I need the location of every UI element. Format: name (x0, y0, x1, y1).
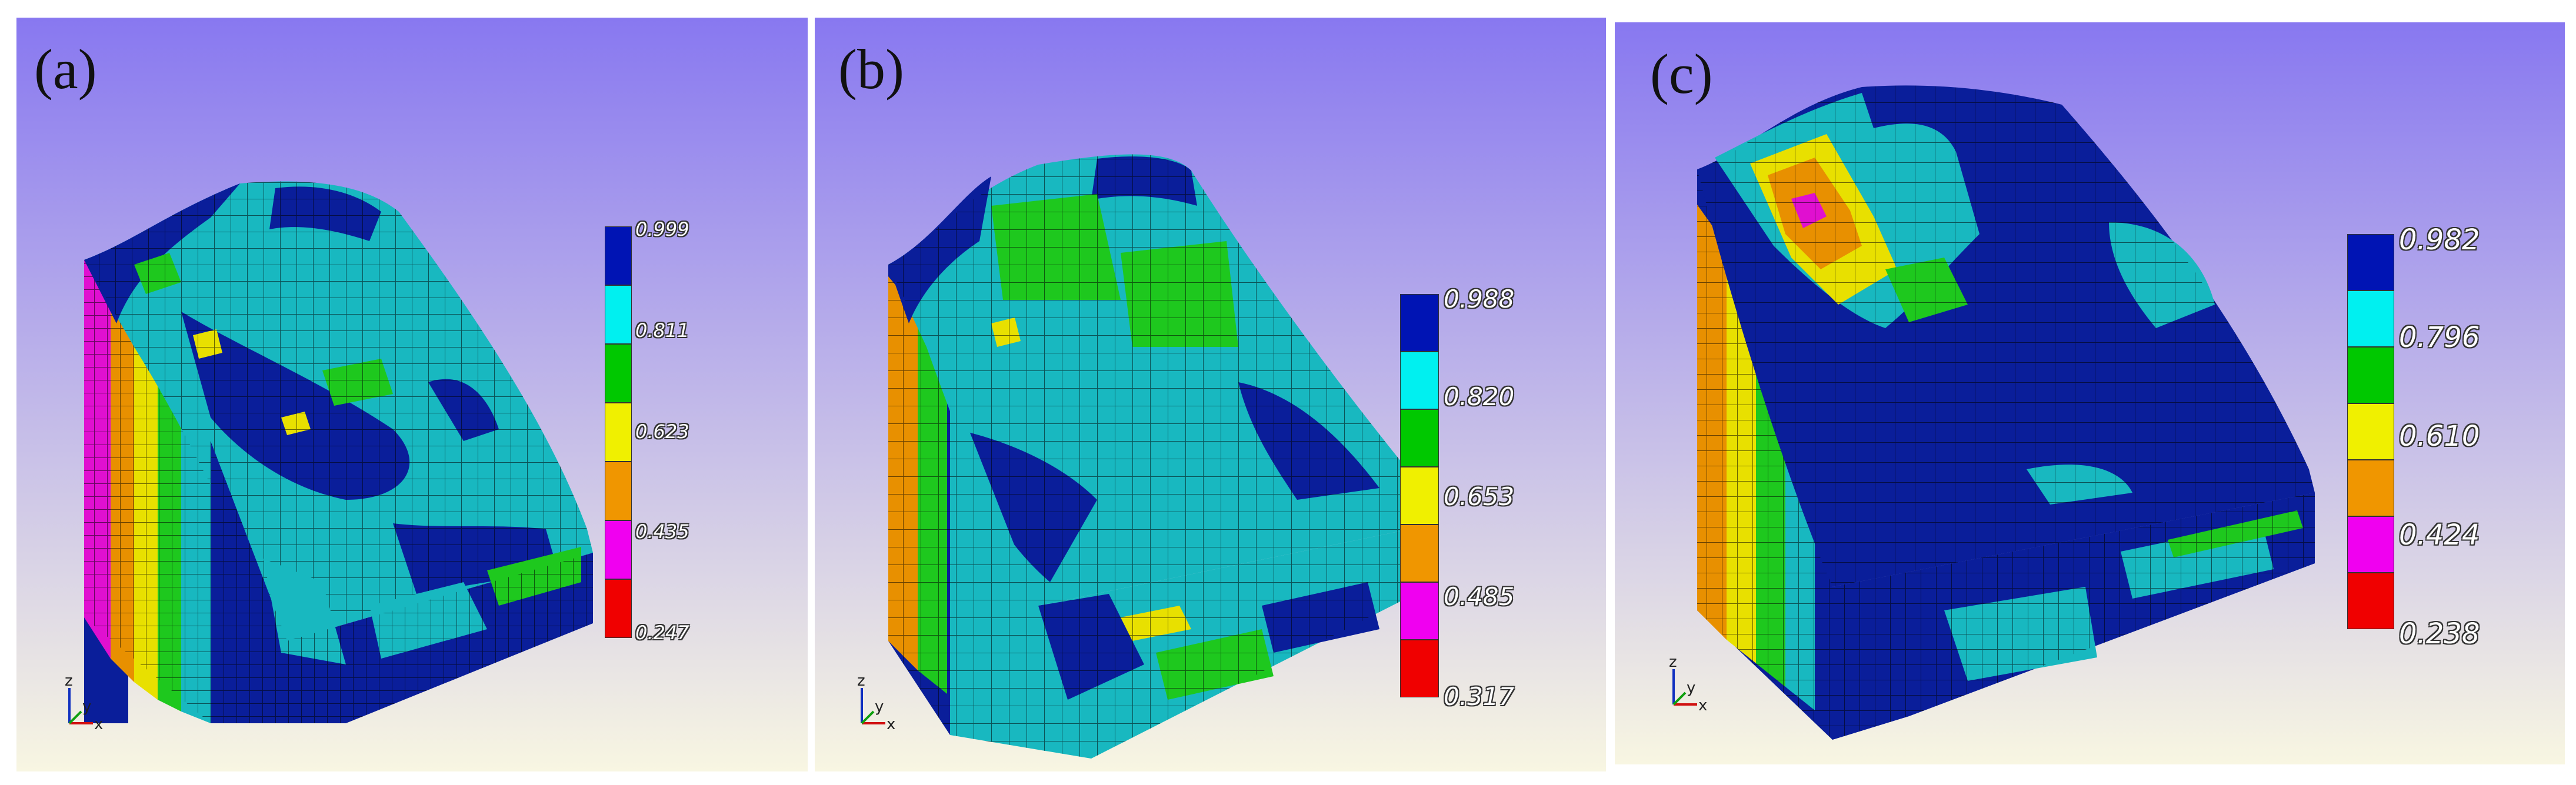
mesh-top-surface (1697, 85, 2315, 587)
legend-tick-label: 0.811 (635, 319, 689, 342)
legend-tick-label: 0.485 (1444, 582, 1515, 611)
axis-x-label: x (1698, 697, 1707, 714)
legend-tick-label: 0.435 (635, 520, 689, 543)
legend-tick-label: 0.424 (2399, 519, 2480, 552)
legend-swatch (605, 579, 632, 638)
axis-triad-icon: z x y (857, 672, 895, 733)
legend-tick-label: 0.820 (1444, 382, 1515, 411)
legend-tick-label: 0.999 (635, 218, 689, 240)
legend-swatch (1400, 409, 1439, 467)
panel-b-scene (815, 18, 1606, 771)
legend-tick-label: 0.610 (2399, 420, 2480, 453)
panel-label: (a) (34, 38, 97, 101)
panel-label: (c) (1650, 42, 1713, 105)
legend-tick-label: 0.796 (2399, 321, 2480, 354)
axis-x-label: x (887, 716, 895, 733)
color-legend: 0.999 0.811 0.623 0.435 0.247 (605, 218, 699, 644)
panel-label: (b) (838, 38, 904, 101)
legend-swatch (1400, 640, 1439, 697)
legend-tick-label: 0.653 (1444, 482, 1515, 511)
legend-swatch (2347, 290, 2394, 347)
legend-swatch (605, 403, 632, 462)
legend-swatch (1400, 467, 1439, 525)
legend-swatch (2347, 573, 2394, 629)
mesh-left-face (84, 260, 211, 723)
legend-swatch (2347, 460, 2394, 516)
axis-z-label: z (65, 672, 73, 690)
legend-swatch (2347, 516, 2394, 573)
mesh-top-surface (888, 154, 1438, 606)
mesh-front-face (211, 441, 593, 723)
mesh-top-surface (84, 181, 593, 642)
panel-c: (c) 0.982 0.796 0.610 0.424 0.238 z x y (1615, 22, 2565, 764)
legend-tick-label: 0.317 (1444, 682, 1515, 711)
mesh-front-face (1832, 446, 2315, 740)
legend-swatch (2347, 234, 2394, 290)
legend-tick-label: 0.247 (635, 622, 689, 644)
axis-z-label: z (1669, 653, 1677, 671)
legend-swatch (1400, 294, 1439, 352)
panel-b: (b) 0.988 0.820 0.653 0.485 0.317 z x y (815, 18, 1606, 771)
legend-swatch (1400, 352, 1439, 409)
axis-x-label: x (94, 716, 103, 733)
legend-swatch (605, 226, 632, 285)
axis-y-label: y (875, 698, 884, 716)
legend-swatch (1400, 525, 1439, 582)
legend-tick-label: 0.623 (635, 420, 689, 443)
panel-a-scene (16, 18, 808, 771)
mesh-left-face (888, 265, 950, 735)
legend-swatch (605, 285, 632, 344)
legend-tick-label: 0.988 (1444, 285, 1515, 313)
panel-a: (a) 0.999 0.811 0.623 0.435 0.247 z x y (16, 18, 808, 771)
axis-triad-icon: z x y (65, 672, 103, 733)
legend-swatch (2347, 403, 2394, 460)
legend-swatch (605, 462, 632, 520)
axis-triad-icon: z x y (1669, 653, 1707, 714)
axis-z-label: z (857, 672, 865, 690)
mesh-left-face (1697, 169, 1832, 740)
mesh-front-face (950, 382, 1438, 759)
axis-y-label: y (82, 698, 91, 716)
legend-swatch (1400, 582, 1439, 640)
legend-swatch (2347, 347, 2394, 403)
panel-c-scene (1615, 22, 2565, 764)
color-legend: 0.982 0.796 0.610 0.424 0.238 (2347, 223, 2480, 650)
legend-swatch (605, 344, 632, 403)
axis-y-label: y (1687, 679, 1695, 697)
legend-swatch (605, 520, 632, 579)
legend-tick-label: 0.982 (2399, 223, 2480, 256)
legend-tick-label: 0.238 (2399, 617, 2480, 650)
color-legend: 0.988 0.820 0.653 0.485 0.317 (1400, 285, 1518, 711)
